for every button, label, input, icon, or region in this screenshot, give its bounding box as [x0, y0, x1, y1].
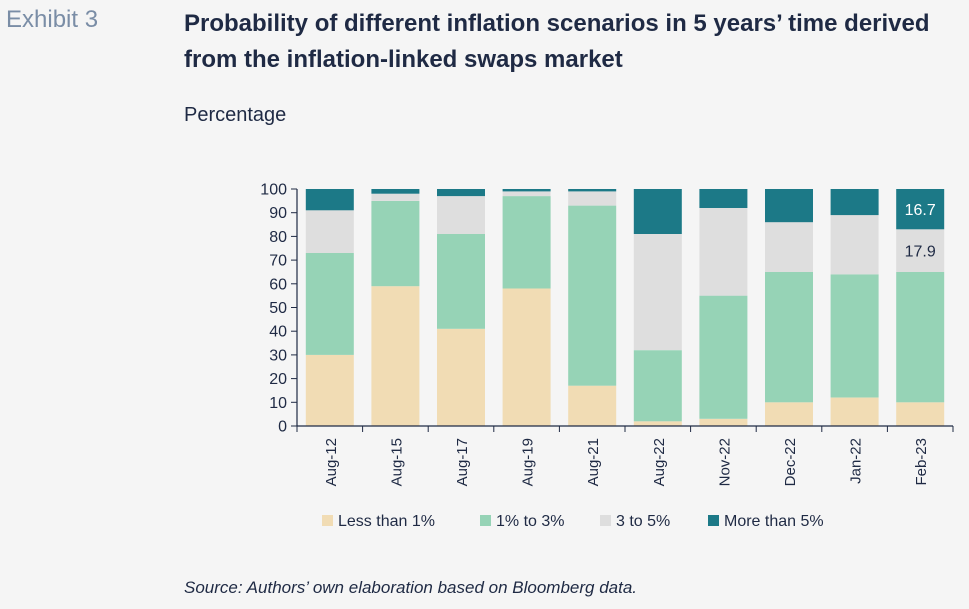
stacked-bar-chart: 16.7 17.9 0 10 20 30 40 50 60 70 80 90 100 Aug-12 Aug…	[260, 182, 954, 530]
chart-title: Probability of different inflation scena…	[184, 10, 930, 73]
bars-layer: 16.7 17.9	[305, 189, 945, 426]
legend-swatch-1	[322, 515, 333, 526]
legend-swatch-4	[708, 515, 719, 526]
bar-aug-19-series-2	[502, 196, 551, 289]
data-label-2: 17.9	[905, 244, 936, 261]
axes-layer: 0 10 20 30 40 50 60 70 80 90 100 Aug-12 Aug-15 Aug-17…	[260, 182, 954, 486]
bar-dec-22-series-4	[765, 189, 813, 223]
exhibit-label: Exhibit 3	[6, 6, 99, 33]
x-tick-label-aug-22: Aug-22	[651, 438, 668, 486]
bar-aug-22-series-4	[633, 189, 682, 234]
y-tick-label-40: 40	[269, 324, 287, 341]
y-tick-label-30: 30	[269, 347, 287, 364]
bar-dec-22-series-1	[765, 402, 813, 426]
x-tick-label-aug-19: Aug-19	[520, 438, 537, 486]
bar-aug-17-series-3	[437, 196, 485, 234]
bar-aug-21-series-1	[568, 385, 617, 426]
bar-aug-19-series-4	[502, 189, 551, 192]
x-tick-label-aug-21: Aug-21	[585, 438, 602, 486]
x-tick-label-aug-12: Aug-12	[323, 438, 340, 486]
bar-aug-17-series-1	[437, 328, 485, 426]
bar-aug-21-series-4	[568, 189, 617, 192]
source-note: Source: Authors’ own elaboration based o…	[184, 578, 637, 597]
bar-aug-22-series-3	[633, 234, 682, 351]
bar-aug-22-series-2	[633, 350, 682, 422]
y-tick-label-50: 50	[269, 300, 287, 317]
bar-aug-15-series-3	[371, 193, 420, 201]
bar-aug-12-series-3	[305, 210, 354, 253]
bar-aug-22-series-1	[633, 421, 682, 426]
legend-label-3: 3 to 5%	[616, 513, 670, 530]
bar-nov-22-series-3	[699, 208, 748, 296]
y-tick-label-10: 10	[269, 395, 287, 412]
y-tick-label-60: 60	[269, 276, 287, 293]
x-tick-label-nov-22: Nov-22	[716, 438, 733, 486]
legend-label-4: More than 5%	[724, 513, 824, 530]
x-tick-label-jan-22: Jan-22	[848, 438, 865, 484]
bar-feb-23-series-3	[896, 229, 945, 272]
legend-swatch-2	[480, 515, 491, 526]
y-tick-label-80: 80	[269, 229, 287, 246]
bar-aug-19-series-3	[502, 191, 551, 197]
legend: Less than 1% 1% to 3% 3 to 5% More than 5%	[322, 513, 824, 530]
x-tick-label-aug-15: Aug-15	[388, 438, 405, 486]
bar-aug-15-series-4	[371, 189, 420, 194]
bar-aug-12-series-2	[305, 253, 354, 355]
bar-jan-22-series-4	[830, 189, 879, 216]
legend-swatch-3	[600, 515, 611, 526]
y-tick-label-20: 20	[269, 371, 287, 388]
bar-nov-22-series-4	[699, 189, 748, 208]
bar-aug-17-series-2	[437, 234, 485, 329]
bar-aug-21-series-3	[568, 191, 617, 206]
x-tick-label-aug-17: Aug-17	[454, 438, 471, 486]
bar-feb-23-series-2	[896, 271, 945, 403]
legend-label-1: Less than 1%	[338, 513, 435, 530]
y-tick-label-90: 90	[269, 205, 287, 222]
legend-label-2: 1% to 3%	[496, 513, 564, 530]
y-tick-label-100: 100	[260, 182, 287, 199]
bar-feb-23-series-1	[896, 402, 945, 426]
data-label-1: 16.7	[905, 202, 936, 219]
bar-jan-22-series-2	[830, 274, 879, 398]
bar-aug-12-series-1	[305, 354, 354, 426]
y-tick-label-0: 0	[278, 419, 287, 436]
chart-subtitle: Percentage	[184, 104, 287, 126]
bar-jan-22-series-1	[830, 397, 879, 426]
bar-dec-22-series-3	[765, 222, 813, 272]
x-tick-label-feb-23: Feb-23	[913, 438, 930, 486]
bar-dec-22-series-2	[765, 271, 813, 403]
bar-nov-22-series-2	[699, 295, 748, 419]
x-tick-label-dec-22: Dec-22	[782, 438, 799, 486]
bar-aug-19-series-1	[502, 288, 551, 426]
bar-feb-23-series-4	[896, 189, 945, 230]
bar-aug-15-series-1	[371, 286, 420, 426]
bar-aug-12-series-4	[305, 189, 354, 211]
bar-jan-22-series-3	[830, 215, 879, 275]
y-tick-label-70: 70	[269, 253, 287, 270]
bar-aug-15-series-2	[371, 200, 420, 287]
bar-aug-21-series-2	[568, 205, 617, 386]
bar-nov-22-series-1	[699, 418, 748, 426]
bar-aug-17-series-4	[437, 189, 485, 197]
